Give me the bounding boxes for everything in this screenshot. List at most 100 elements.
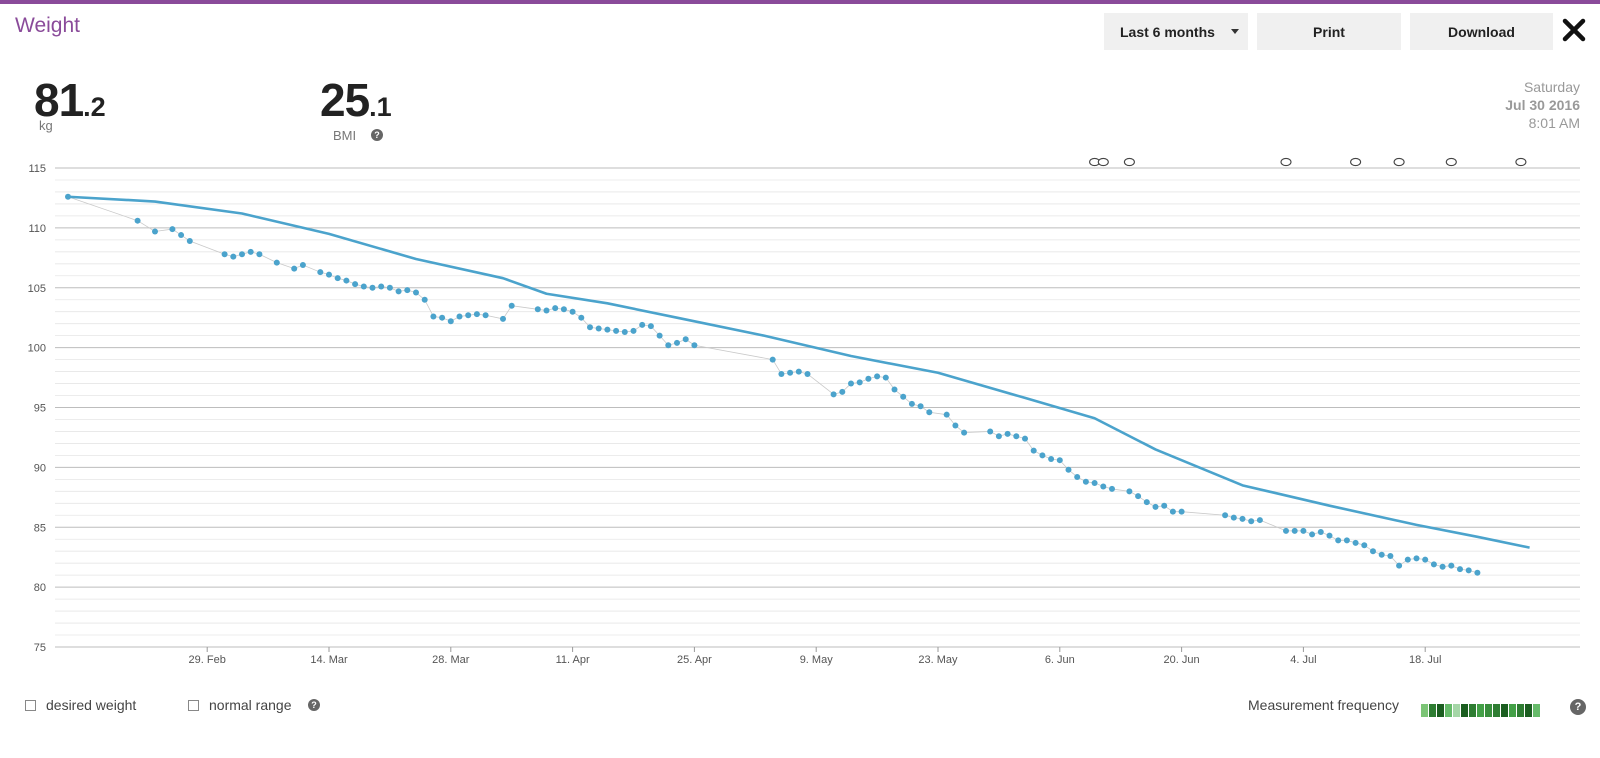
- normal-range-label: normal range: [209, 697, 292, 713]
- bmi-value: 25.1: [320, 73, 392, 127]
- desired-weight-toggle[interactable]: desired weight: [25, 697, 136, 713]
- weight-decimal: .2: [83, 92, 106, 122]
- measurement-point: [1326, 532, 1333, 539]
- bmi-integer: 25: [320, 74, 370, 126]
- measurement-point: [169, 226, 176, 233]
- x-tick-label: 29. Feb: [189, 654, 226, 666]
- frequency-help-icon[interactable]: ?: [1570, 699, 1586, 715]
- measurement-point: [456, 313, 463, 320]
- measurement-frequency-label: Measurement frequency: [1248, 697, 1399, 713]
- measurement-point: [604, 326, 611, 333]
- measurement-point: [1030, 447, 1037, 454]
- frequency-cell: [1461, 704, 1468, 717]
- measurement-point: [395, 288, 402, 295]
- measurement-point: [1082, 478, 1089, 485]
- measurement-point: [1474, 569, 1481, 576]
- toolbar: Last 6 months Print Download: [1104, 13, 1553, 50]
- measurement-point: [908, 400, 915, 407]
- x-tick-label: 28. Mar: [432, 654, 470, 666]
- frequency-cell: [1429, 704, 1436, 717]
- measurement-point: [578, 314, 585, 321]
- x-tick-label: 9. May: [800, 654, 834, 666]
- measurement-point: [482, 312, 489, 319]
- measurement-point: [1335, 537, 1342, 544]
- caret-down-icon: [1231, 29, 1239, 34]
- date-range-dropdown[interactable]: Last 6 months: [1104, 13, 1248, 50]
- measurement-point: [943, 411, 950, 418]
- measurement-point: [273, 259, 280, 266]
- measurement-line: [67, 196, 1478, 574]
- download-button[interactable]: Download: [1410, 13, 1553, 50]
- measurement-point: [691, 342, 698, 349]
- y-tick-label: 75: [34, 642, 46, 654]
- measurement-point: [682, 336, 689, 343]
- frequency-cell: [1485, 704, 1492, 717]
- measurement-point: [900, 393, 907, 400]
- x-tick-label: 23. May: [918, 654, 958, 666]
- measurement-point: [430, 313, 437, 320]
- measurement-point: [1178, 508, 1185, 515]
- close-icon[interactable]: [1560, 16, 1588, 44]
- measurement-frequency-bar: [1421, 704, 1540, 717]
- measurement-point: [239, 251, 245, 258]
- bmi-label: BMI: [333, 128, 357, 143]
- measurement-point: [1248, 518, 1255, 525]
- measurement-date: Saturday Jul 30 2016 8:01 AM: [1505, 78, 1580, 132]
- y-axis: 115 110 105 100 95 90 85 80 75: [28, 163, 46, 654]
- measurement-point: [378, 283, 385, 290]
- measurement-point: [891, 386, 898, 393]
- measurement-point: [230, 253, 237, 260]
- measurement-point: [360, 283, 367, 290]
- measurement-point: [987, 428, 994, 435]
- weight-chart[interactable]: 115 110 105 100 95 90 85 80 75 29. Feb 14. Mar 28.…: [0, 150, 1600, 680]
- measurement-point: [552, 305, 559, 312]
- note-marker-icon: [1097, 157, 1109, 167]
- measurement-point: [1169, 508, 1176, 515]
- normal-range-help-icon[interactable]: ?: [308, 699, 320, 711]
- measurement-point: [656, 332, 663, 339]
- note-marker-icon: [1393, 157, 1405, 167]
- date-time: 8:01 AM: [1528, 115, 1580, 131]
- measurement-point: [560, 306, 567, 313]
- note-marker-icon: [1350, 157, 1362, 167]
- chart-grid: [55, 167, 1580, 648]
- frequency-cell: [1533, 704, 1540, 717]
- measurement-point: [369, 284, 376, 291]
- frequency-cell: [1421, 704, 1428, 717]
- measurement-point: [447, 318, 454, 325]
- normal-range-toggle[interactable]: normal range: [188, 697, 292, 713]
- y-tick-label: 100: [28, 343, 46, 355]
- measurement-point: [778, 370, 785, 377]
- x-tick-label: 14. Mar: [310, 654, 348, 666]
- measurement-point: [674, 339, 680, 346]
- measurement-point: [621, 329, 628, 336]
- measurement-point: [1283, 527, 1289, 534]
- bmi-help-icon[interactable]: ?: [371, 129, 383, 141]
- desired-weight-label: desired weight: [46, 697, 137, 713]
- measurement-point: [787, 369, 794, 376]
- measurement-point: [1048, 455, 1055, 462]
- note-marker-icon: [1515, 157, 1527, 167]
- x-tick-label: 4. Jul: [1290, 654, 1316, 666]
- measurement-point: [326, 271, 332, 278]
- measurement-point: [1352, 539, 1359, 546]
- measurement-point: [413, 289, 419, 296]
- normal-range-checkbox[interactable]: [188, 699, 199, 711]
- print-button[interactable]: Print: [1257, 13, 1401, 50]
- measurement-point: [404, 287, 411, 294]
- bmi-decimal: .1: [369, 92, 392, 122]
- measurement-point: [839, 388, 846, 395]
- measurement-point: [1039, 452, 1046, 459]
- x-tick-label: 25. Apr: [677, 654, 712, 666]
- measurement-point: [1065, 466, 1072, 473]
- y-tick-label: 80: [34, 582, 46, 594]
- measurement-point: [221, 251, 228, 258]
- measurement-point: [1457, 566, 1463, 573]
- measurement-point: [1126, 488, 1133, 495]
- desired-weight-checkbox[interactable]: [25, 699, 36, 711]
- frequency-cell: [1501, 704, 1508, 717]
- measurement-point: [865, 375, 872, 382]
- measurement-point: [1143, 499, 1150, 506]
- measurement-point: [569, 308, 576, 315]
- measurement-point: [256, 251, 263, 258]
